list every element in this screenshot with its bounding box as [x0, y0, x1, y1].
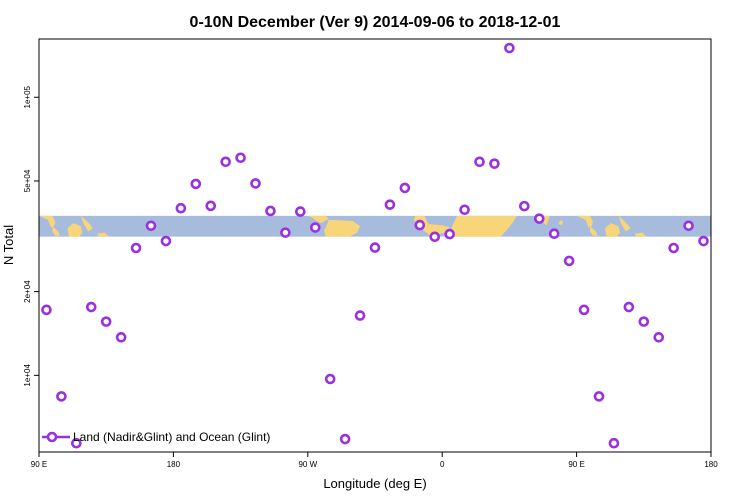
data-points: [41, 42, 709, 449]
data-point: [280, 227, 291, 238]
data-point: [235, 152, 246, 164]
data-point: [100, 316, 112, 327]
data-point: [698, 235, 709, 247]
data-point: [85, 301, 97, 313]
x-tick-label: 90 E: [31, 460, 47, 469]
data-point: [504, 42, 515, 54]
data-point: [265, 205, 276, 217]
data-point: [369, 242, 381, 253]
data-point: [190, 178, 202, 190]
legend-label: Land (Nadir&Glint) and Ocean (Glint): [73, 430, 270, 444]
data-point: [339, 433, 351, 445]
data-point: [71, 437, 82, 449]
x-axis: 90 E 180 90 W 0 90 E 180: [31, 452, 718, 469]
data-point: [414, 219, 426, 231]
land-sri-lanka: [558, 220, 564, 226]
data-point: [220, 156, 231, 168]
data-point: [145, 220, 157, 232]
data-point: [533, 213, 545, 224]
land-central-america: [307, 215, 329, 224]
data-point: [623, 301, 635, 313]
data-point: [593, 391, 605, 402]
data-point: [683, 220, 694, 232]
data-point: [41, 304, 52, 316]
land-east-africa: [451, 215, 517, 237]
land-new-guinea-east: [634, 232, 647, 237]
data-point: [474, 156, 485, 168]
land-borneo: [67, 223, 83, 237]
x-tick-label: 0: [440, 460, 445, 469]
y-axis: 1e+04 2e+04 5e+04 1e+05: [23, 85, 39, 387]
x-tick-label: 90 E: [568, 460, 584, 469]
y-tick-label: 1e+05: [23, 85, 32, 108]
data-point: [205, 200, 217, 212]
x-tick-label: 90 W: [298, 460, 317, 469]
legend-marker: [46, 431, 58, 443]
data-point: [489, 158, 500, 169]
data-point: [160, 235, 172, 247]
data-point: [354, 310, 366, 321]
data-point: [56, 391, 67, 402]
data-point: [668, 242, 679, 254]
data-point: [324, 373, 336, 385]
data-point: [444, 228, 455, 240]
data-point: [250, 178, 261, 189]
data-point: [563, 255, 575, 267]
x-tick-label: 180: [167, 460, 181, 469]
data-point: [130, 242, 142, 254]
data-point: [608, 437, 620, 449]
x-tick-label: 180: [704, 460, 718, 469]
map-band: [39, 215, 711, 237]
data-point: [399, 182, 411, 194]
legend: Land (Nadir&Glint) and Ocean (Glint): [42, 430, 270, 444]
data-point: [548, 228, 560, 240]
y-tick-label: 1e+04: [23, 364, 32, 387]
land-philippines: [80, 215, 93, 232]
land-borneo-east: [605, 223, 620, 237]
data-point: [175, 202, 187, 214]
data-point: [384, 199, 396, 210]
x-axis-label: Longitude (deg E): [323, 476, 426, 491]
data-point: [519, 200, 530, 212]
data-point: [295, 206, 306, 217]
data-point: [638, 316, 650, 327]
land-new-guinea-edge: [97, 232, 110, 237]
y-tick-label: 5e+04: [23, 169, 32, 192]
chart-title: 0-10N December (Ver 9) 2014-09-06 to 201…: [190, 14, 561, 31]
data-point: [115, 332, 127, 343]
land-philippines-east: [618, 215, 631, 232]
y-tick-label: 2e+04: [23, 280, 32, 303]
data-point: [429, 231, 441, 243]
land-malaysia-east: [590, 226, 598, 236]
data-point: [578, 304, 590, 316]
land-indochina-east: [576, 215, 593, 228]
data-point: [653, 332, 665, 343]
data-point: [309, 222, 321, 233]
plot-frame: [38, 38, 712, 453]
land-south-america: [324, 219, 361, 237]
land-malaysia: [52, 226, 60, 236]
data-point: [459, 204, 470, 216]
y-axis-label: N Total: [1, 225, 16, 265]
land-indochina: [39, 215, 56, 228]
